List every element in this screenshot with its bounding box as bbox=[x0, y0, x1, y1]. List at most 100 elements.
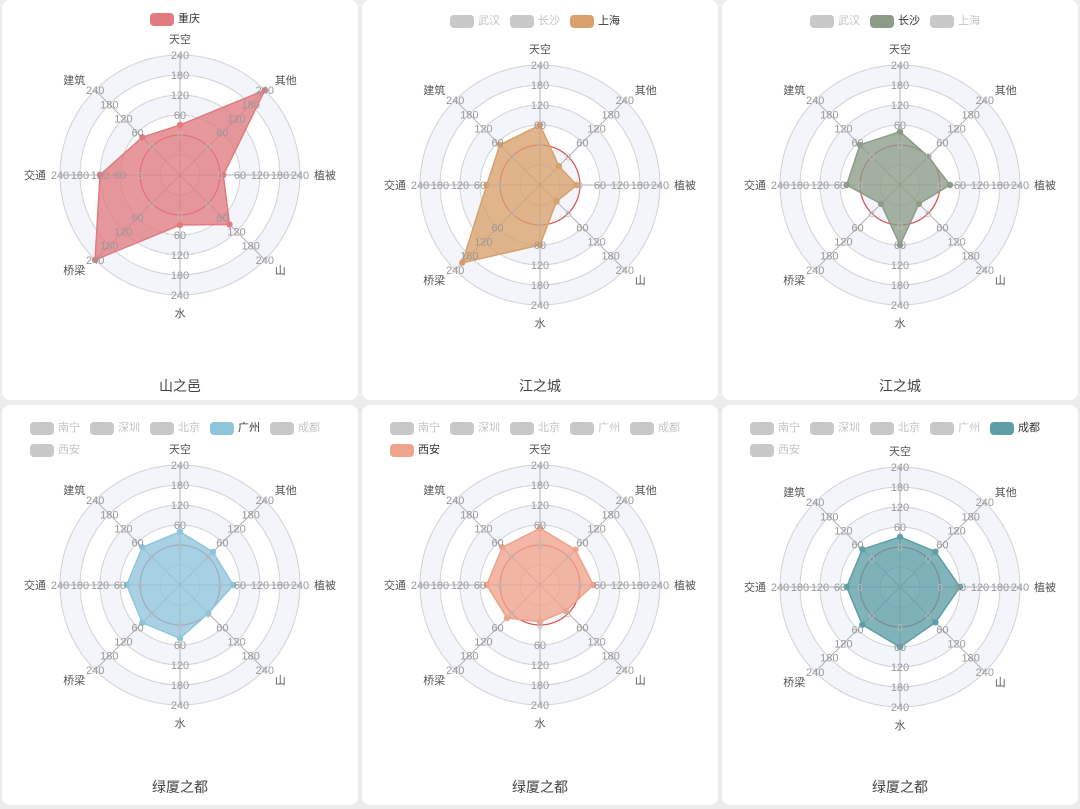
tick-label: 180 bbox=[242, 651, 260, 663]
legend-swatch bbox=[930, 14, 954, 28]
tick-label: 120 bbox=[587, 237, 605, 249]
legend-swatch bbox=[750, 443, 774, 457]
chart-title-2: 江之城 bbox=[879, 378, 921, 394]
legend-swatch bbox=[30, 443, 54, 457]
indicator-label: 水 bbox=[535, 317, 546, 330]
data-point bbox=[176, 528, 184, 535]
indicator-label: 植被 bbox=[1034, 580, 1056, 594]
legend-item-上海[interactable]: 上海 bbox=[930, 14, 980, 28]
legend-item-成都[interactable]: 成都 bbox=[270, 421, 320, 435]
legend-item-长沙[interactable]: 长沙 bbox=[870, 14, 920, 28]
legend-swatch bbox=[390, 421, 414, 435]
legend-item-北京[interactable]: 北京 bbox=[510, 421, 560, 435]
tick-label: 60 bbox=[834, 180, 846, 192]
tick-label: 240 bbox=[531, 700, 549, 712]
legend-item-长沙[interactable]: 长沙 bbox=[510, 14, 560, 28]
tick-label: 120 bbox=[91, 170, 109, 182]
legend-item-广州[interactable]: 广州 bbox=[210, 421, 260, 435]
tick-label: 0 bbox=[926, 555, 932, 566]
tick-label: 180 bbox=[962, 511, 980, 523]
legend-item-南宁[interactable]: 南宁 bbox=[390, 421, 440, 435]
tick-label: 120 bbox=[811, 180, 829, 192]
tick-label: 120 bbox=[587, 523, 605, 535]
legend-item-武汉[interactable]: 武汉 bbox=[810, 14, 860, 28]
legend-swatch bbox=[870, 14, 894, 28]
tick-label: 60 bbox=[851, 138, 863, 150]
legend-item-深圳[interactable]: 深圳 bbox=[810, 421, 860, 435]
tick-label: 180 bbox=[791, 180, 809, 192]
tick-label: 180 bbox=[631, 580, 649, 592]
tick-label: 120 bbox=[474, 637, 492, 649]
tick-label: 60 bbox=[174, 230, 186, 242]
indicator-label: 山 bbox=[995, 274, 1006, 287]
tick-label: 60 bbox=[894, 120, 906, 132]
legend-item-成都[interactable]: 成都 bbox=[990, 421, 1040, 435]
legend-item-深圳[interactable]: 深圳 bbox=[90, 421, 140, 435]
legend-item-深圳[interactable]: 深圳 bbox=[450, 421, 500, 435]
tick-label: 240 bbox=[256, 495, 274, 507]
tick-label: 0 bbox=[566, 209, 572, 220]
legend-item-武汉[interactable]: 武汉 bbox=[450, 14, 500, 28]
tick-label: 120 bbox=[834, 123, 852, 135]
tick-label: 60 bbox=[491, 538, 503, 550]
legend-item-广州[interactable]: 广州 bbox=[930, 421, 980, 435]
legend-item-北京[interactable]: 北京 bbox=[150, 421, 200, 435]
legend-label: 南宁 bbox=[778, 422, 800, 435]
legend-item-上海[interactable]: 上海 bbox=[570, 14, 620, 28]
data-point bbox=[856, 141, 864, 149]
indicator-label: 水 bbox=[175, 307, 186, 320]
data-point bbox=[536, 121, 544, 129]
tick-label: 120 bbox=[971, 582, 989, 594]
chart-title-1: 江之城 bbox=[519, 378, 561, 394]
tick-label: 120 bbox=[811, 582, 829, 594]
tick-label: 180 bbox=[962, 251, 980, 263]
radar-panel-3: 240 180 120 60 0 240 180 120 60 0 240 180 120 60 0 240 1… bbox=[2, 405, 358, 805]
tick-label: 60 bbox=[174, 110, 186, 122]
legend-item-重庆[interactable]: 重庆 bbox=[150, 12, 200, 26]
tick-label: 240 bbox=[411, 180, 429, 192]
data-point bbox=[176, 121, 184, 129]
legend-label: 深圳 bbox=[838, 422, 860, 435]
radar-panel-5: 240 180 120 60 0 240 180 120 60 0 240 180 120 60 0 240 1… bbox=[722, 405, 1078, 805]
tick-label: 240 bbox=[291, 170, 309, 182]
legend-item-成都[interactable]: 成都 bbox=[630, 421, 680, 435]
tick-label: 120 bbox=[947, 525, 965, 537]
legend-item-西安[interactable]: 西安 bbox=[750, 443, 800, 457]
tick-label: 120 bbox=[531, 100, 549, 112]
tick-label: 0 bbox=[509, 153, 515, 164]
legend-item-南宁[interactable]: 南宁 bbox=[750, 421, 800, 435]
tick-label: 120 bbox=[531, 260, 549, 272]
tick-label: 240 bbox=[651, 180, 669, 192]
legend-item-西安[interactable]: 西安 bbox=[30, 443, 80, 457]
tick-label: 180 bbox=[460, 651, 478, 663]
tick-label: 120 bbox=[947, 123, 965, 135]
tick-label: 0 bbox=[537, 141, 543, 152]
data-point bbox=[572, 546, 579, 553]
legend-swatch bbox=[510, 421, 534, 435]
tick-label: 0 bbox=[926, 209, 932, 220]
legend-item-南宁[interactable]: 南宁 bbox=[30, 421, 80, 435]
indicator-label: 其他 bbox=[995, 486, 1017, 499]
tick-label: 180 bbox=[891, 482, 909, 494]
tick-label: 120 bbox=[474, 523, 492, 535]
data-point bbox=[91, 256, 99, 264]
data-point bbox=[946, 181, 954, 189]
data-point bbox=[176, 221, 184, 229]
tick-label: 120 bbox=[834, 639, 852, 651]
tick-label: 60 bbox=[534, 240, 546, 252]
tick-label: 180 bbox=[171, 480, 189, 492]
tick-label: 60 bbox=[936, 138, 948, 150]
tick-label: 240 bbox=[256, 665, 274, 677]
legend-item-北京[interactable]: 北京 bbox=[870, 421, 920, 435]
chart-title-4: 绿厦之都 bbox=[512, 779, 568, 795]
data-point bbox=[562, 607, 570, 615]
tick-label: 180 bbox=[71, 170, 89, 182]
tick-label: 0 bbox=[217, 171, 223, 182]
legend-item-广州[interactable]: 广州 bbox=[570, 421, 620, 435]
tick-label: 240 bbox=[891, 300, 909, 312]
legend-item-西安[interactable]: 西安 bbox=[390, 443, 440, 457]
legend-label: 南宁 bbox=[418, 422, 440, 435]
data-point bbox=[536, 618, 544, 625]
tick-label: 60 bbox=[534, 120, 546, 132]
radar-chart-5: 2401801206002401801206002401801206002401… bbox=[744, 444, 1056, 732]
